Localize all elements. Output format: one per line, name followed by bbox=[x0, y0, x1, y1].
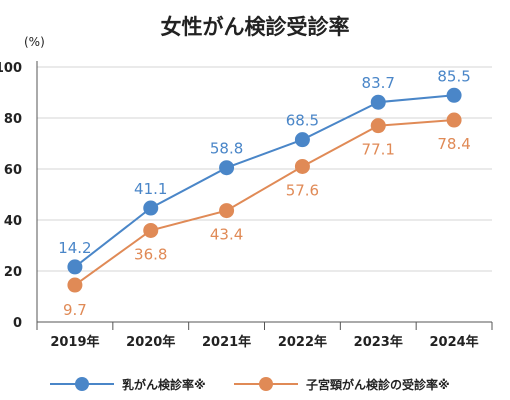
y-tick-label-100: 100 bbox=[0, 61, 22, 76]
data-point-series2-2023年 bbox=[370, 118, 386, 134]
y-tick-label-60: 60 bbox=[4, 163, 22, 178]
data-point-series2-2019年 bbox=[67, 277, 83, 293]
axes: 0 20 40 60 80 100 2019年 2020年 2021年 2022年 2023年 202… bbox=[0, 61, 493, 350]
legend: 乳がん検診率※ 子宮頸がん検診の受診率※ bbox=[50, 377, 450, 392]
data-label-series2-2022年: 57.6 bbox=[286, 181, 319, 199]
x-tick-label-2019年: 2019年 bbox=[50, 334, 99, 350]
data-label-series2-2019年: 9.7 bbox=[63, 301, 87, 319]
chart-title: 女性がん検診受診率 bbox=[161, 15, 350, 39]
data-labels: 14.2 41.1 58.8 68.5 83.7 85.5 9.7 36.8 43.4 57.6 7… bbox=[58, 67, 471, 319]
y-tick-label-80: 80 bbox=[4, 112, 22, 127]
series-layer bbox=[67, 87, 462, 293]
data-point-series2-2022年 bbox=[294, 158, 310, 174]
y-tick-label-20: 20 bbox=[4, 265, 22, 280]
x-tick-label-2022年: 2022年 bbox=[278, 334, 327, 350]
data-point-series1-2021年 bbox=[219, 160, 235, 176]
y-tick-label-0: 0 bbox=[13, 316, 22, 331]
x-tick-label-2024年: 2024年 bbox=[429, 334, 478, 350]
data-point-series1-2019年 bbox=[67, 259, 83, 275]
legend-marker-series1 bbox=[75, 377, 89, 391]
data-point-series1-2022年 bbox=[294, 132, 310, 148]
data-point-series1-2023年 bbox=[370, 94, 386, 110]
data-point-series1-2024年 bbox=[446, 87, 462, 103]
data-point-series2-2021年 bbox=[219, 203, 235, 219]
data-label-series1-2021年: 58.8 bbox=[210, 140, 243, 158]
legend-label-series2: 子宮頸がん検診の受診率※ bbox=[306, 377, 450, 392]
data-label-series2-2021年: 43.4 bbox=[210, 226, 243, 244]
x-tick-label-2023年: 2023年 bbox=[354, 334, 403, 350]
data-label-series2-2023年: 77.1 bbox=[362, 141, 395, 159]
data-label-series1-2022年: 68.5 bbox=[286, 112, 319, 130]
data-point-series2-2024年 bbox=[446, 112, 462, 128]
series-line-1 bbox=[74, 94, 455, 268]
series-line-2 bbox=[74, 119, 455, 286]
legend-marker-series2 bbox=[259, 377, 273, 391]
data-point-series2-2020年 bbox=[143, 222, 159, 238]
data-label-series1-2024年: 85.5 bbox=[437, 67, 470, 85]
data-label-series2-2020年: 36.8 bbox=[134, 245, 167, 263]
data-label-series2-2024年: 78.4 bbox=[437, 135, 470, 153]
data-point-series1-2020年 bbox=[143, 200, 159, 216]
y-axis-unit-label: (%) bbox=[24, 35, 45, 49]
data-label-series1-2023年: 83.7 bbox=[362, 74, 395, 92]
grid bbox=[37, 66, 492, 272]
y-tick-label-40: 40 bbox=[4, 214, 22, 229]
x-tick-label-2021年: 2021年 bbox=[202, 334, 251, 350]
legend-label-series1: 乳がん検診率※ bbox=[122, 377, 206, 392]
x-tick-label-2020年: 2020年 bbox=[126, 334, 175, 350]
data-label-series1-2019年: 14.2 bbox=[58, 239, 91, 257]
data-label-series1-2020年: 41.1 bbox=[134, 180, 167, 198]
